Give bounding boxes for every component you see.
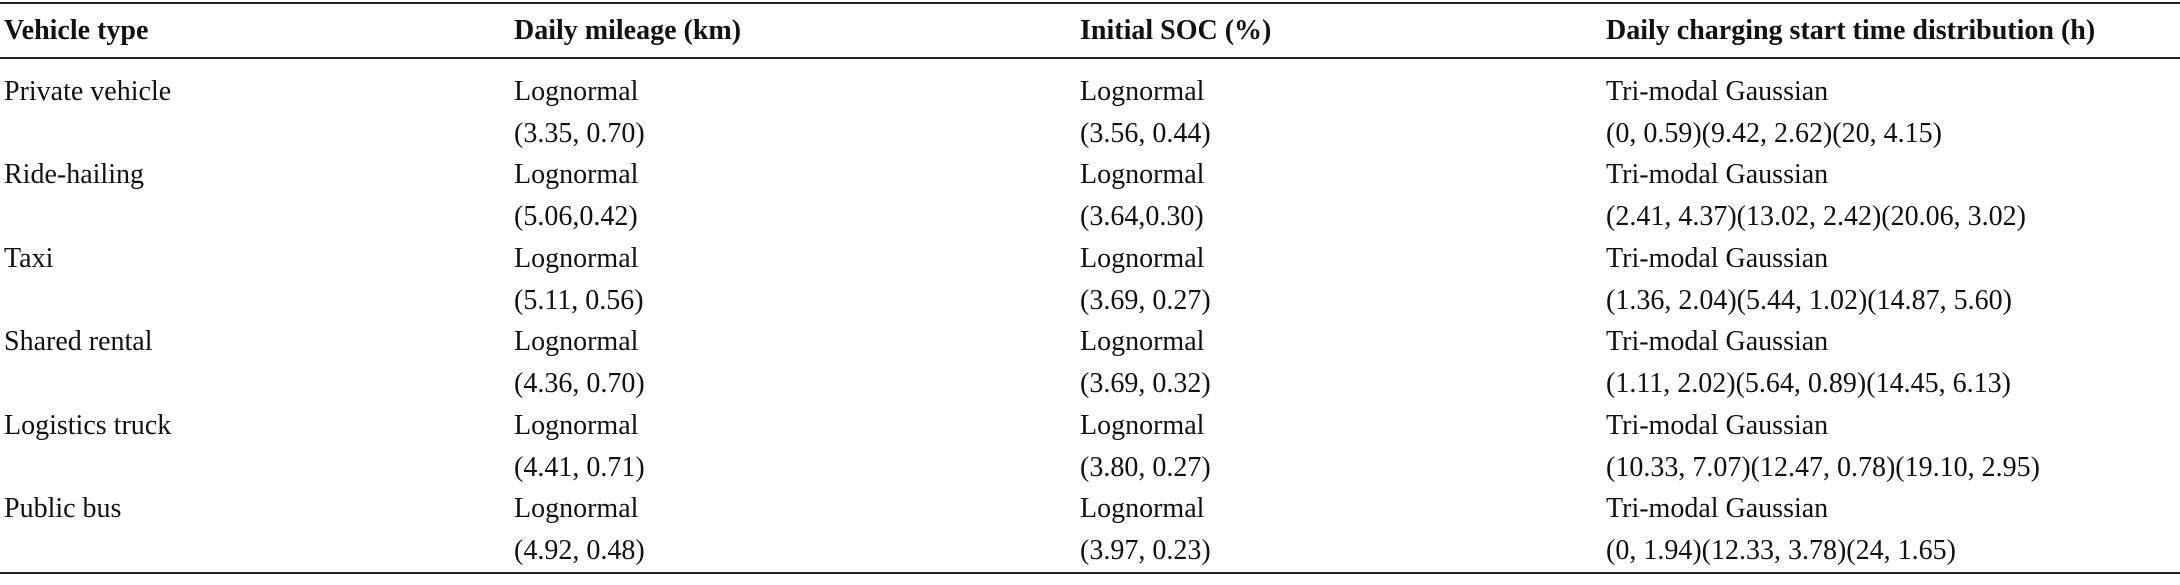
vehicle-type: Ride-hailing xyxy=(4,159,144,191)
distribution-params: (5.11, 0.56) xyxy=(514,284,644,316)
distribution-params: (3.69, 0.32) xyxy=(1080,368,1211,400)
distribution-params: (4.36, 0.70) xyxy=(514,368,645,400)
distribution-name: Lognormal xyxy=(1080,159,1205,191)
distribution-params: (0, 1.94)(12.33, 3.78)(24, 1.65) xyxy=(1606,535,1956,566)
distribution-name: Lognormal xyxy=(1080,242,1205,274)
distribution-name: Lognormal xyxy=(514,76,639,107)
header-rule xyxy=(0,57,2180,59)
distribution-params: (5.06,0.42) xyxy=(514,201,638,233)
distribution-params: (0, 0.59)(9.42, 2.62)(20, 4.15) xyxy=(1606,118,1942,149)
distribution-params: (2.41, 4.37)(13.02, 2.42)(20.06, 3.02) xyxy=(1606,201,2026,233)
distribution-params: (3.97, 0.23) xyxy=(1080,535,1211,566)
column-header: Initial SOC (%) xyxy=(1080,15,1272,46)
bottom-rule xyxy=(0,572,2180,574)
vehicle-type: Public bus xyxy=(4,493,122,524)
distribution-params: (3.35, 0.70) xyxy=(514,118,645,149)
distribution-params: (1.36, 2.04)(5.44, 1.02)(14.87, 5.60) xyxy=(1606,284,2012,316)
column-header: Daily charging start time distribution (… xyxy=(1606,15,2096,46)
distribution-name: Tri-modal Gaussian xyxy=(1606,76,1829,107)
column-header: Vehicle type xyxy=(4,15,149,46)
distribution-name: Tri-modal Gaussian xyxy=(1606,159,1829,191)
distribution-params: (10.33, 7.07)(12.47, 0.78)(19.10, 2.95) xyxy=(1606,451,2040,483)
distribution-name: Tri-modal Gaussian xyxy=(1606,242,1829,274)
top-rule xyxy=(0,2,2180,4)
distribution-name: Lognormal xyxy=(514,326,639,358)
vehicle-type: Private vehicle xyxy=(4,76,172,107)
distribution-params: (3.56, 0.44) xyxy=(1080,118,1211,149)
distribution-name: Lognormal xyxy=(1080,409,1205,441)
distribution-name: Lognormal xyxy=(514,159,639,191)
column-header: Daily mileage (km) xyxy=(514,15,742,46)
distribution-params: (3.69, 0.27) xyxy=(1080,284,1211,316)
vehicle-type: Logistics truck xyxy=(4,409,172,441)
distribution-params: (4.41, 0.71) xyxy=(514,451,645,483)
distribution-name: Tri-modal Gaussian xyxy=(1606,493,1829,524)
distribution-name: Tri-modal Gaussian xyxy=(1606,409,1829,441)
distribution-params: (3.64,0.30) xyxy=(1080,201,1204,233)
vehicle-type: Taxi xyxy=(4,242,54,274)
distribution-name: Lognormal xyxy=(1080,76,1205,107)
vehicle-type: Shared rental xyxy=(4,326,153,358)
distribution-name: Lognormal xyxy=(1080,326,1205,358)
distribution-name: Lognormal xyxy=(514,409,639,441)
distribution-params: (1.11, 2.02)(5.64, 0.89)(14.45, 6.13) xyxy=(1606,368,2011,400)
distribution-params: (4.92, 0.48) xyxy=(514,535,645,566)
distribution-name: Lognormal xyxy=(1080,493,1205,524)
distribution-name: Tri-modal Gaussian xyxy=(1606,326,1829,358)
distribution-params: (3.80, 0.27) xyxy=(1080,451,1211,483)
distribution-name: Lognormal xyxy=(514,242,639,274)
distribution-name: Lognormal xyxy=(514,493,639,524)
